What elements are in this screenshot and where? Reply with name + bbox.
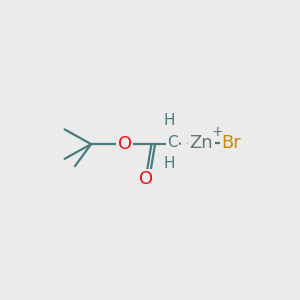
Text: Zn: Zn (190, 134, 213, 152)
Text: C: C (167, 135, 177, 150)
Text: Br: Br (221, 134, 241, 152)
Text: H: H (164, 156, 175, 171)
Text: H: H (164, 113, 175, 128)
Text: O: O (118, 135, 132, 153)
Text: +: + (212, 125, 224, 139)
Text: O: O (139, 170, 153, 188)
